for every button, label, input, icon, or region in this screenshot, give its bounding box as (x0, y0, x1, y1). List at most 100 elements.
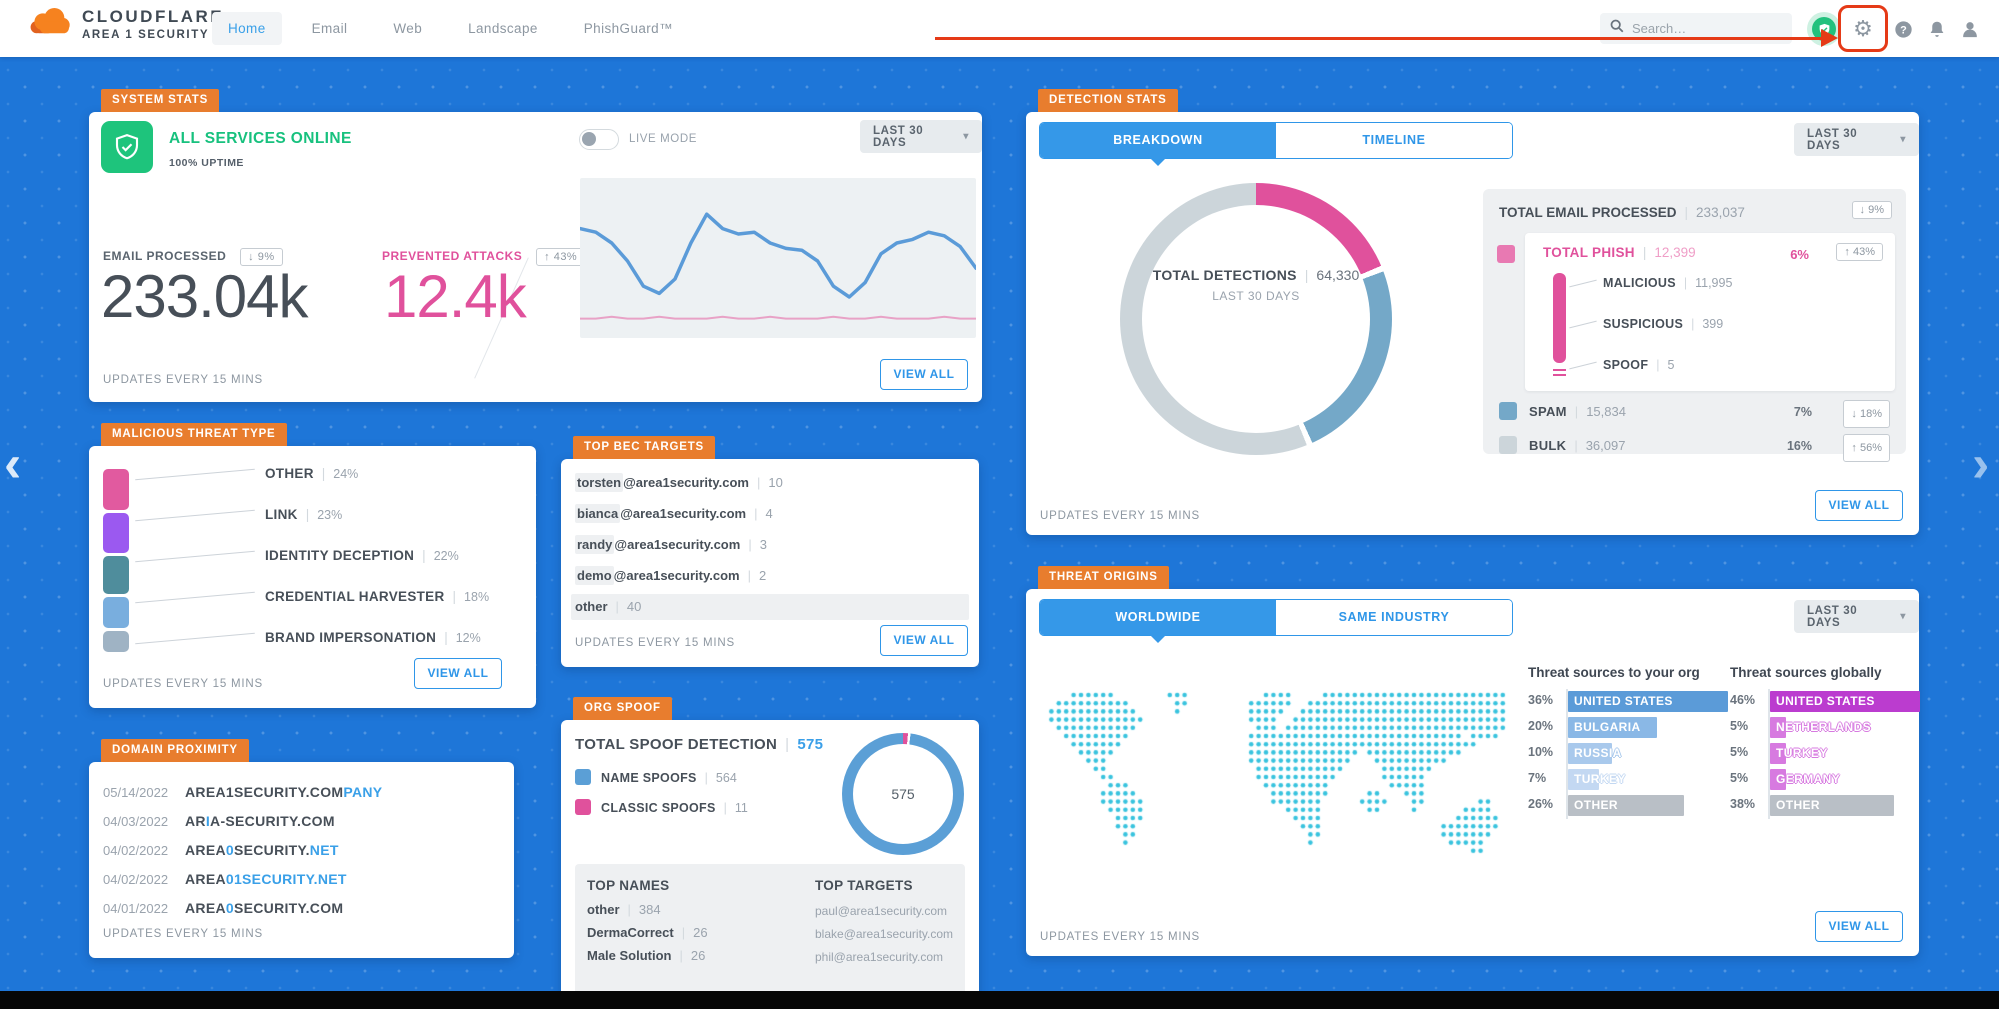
nav-item-landscape[interactable]: Landscape (468, 21, 538, 36)
phish-child-value: 399 (1702, 317, 1724, 331)
system-stats-view-all-button[interactable]: VIEW ALL (880, 359, 968, 390)
system-stats-range-dropdown[interactable]: LAST 30 DAYS ▾ (860, 120, 982, 153)
connector-line (135, 550, 255, 563)
settings-gear-icon[interactable]: ⚙ (1850, 16, 1876, 42)
threat-source-row: 46% UNITED STATES (1730, 689, 1930, 715)
source-country-label: OTHER (1776, 798, 1820, 812)
bec-target-email: demo @area1security.com (575, 566, 740, 585)
spoof-legend-item: NAME SPOOFS 564 (575, 769, 737, 787)
total-spoof-detection-title: TOTAL SPOOF DETECTION575 (575, 736, 823, 753)
tab-same-industry[interactable]: SAME INDUSTRY (1276, 600, 1512, 635)
source-percent: 5% (1730, 771, 1749, 785)
lookalike-domain: AREA0SECURITY.NET (185, 842, 339, 858)
updates-note: UPDATES EVERY 15 MINS (103, 678, 263, 690)
threat-origins-card: THREAT ORIGINS WORLDWIDE SAME INDUSTRY L… (1026, 566, 1920, 956)
detection-view-all-button[interactable]: VIEW ALL (1815, 490, 1903, 521)
phish-bar-tick (1553, 369, 1566, 371)
total-phish-subcard: TOTAL PHISH12,399 6% ↑ 43% MALICIOUS 11,9… (1525, 233, 1895, 391)
threat-source-row: 26% OTHER (1528, 793, 1728, 819)
nav-item-phishguard[interactable]: PhishGuard™ (583, 21, 673, 36)
top-name-row: Male Solution 26 (587, 948, 705, 963)
phish-child-label: SUSPICIOUS (1603, 317, 1684, 331)
domain-proximity-row: 04/03/2022 ARIA-SECURITY.COM (103, 810, 335, 832)
domain-proximity-row: 04/01/2022 AREA0SECURITY.COM (103, 897, 343, 919)
bec-target-row: torsten@area1security.com 10 (571, 470, 969, 496)
nav-item-home[interactable]: Home (212, 12, 282, 45)
carousel-next-chevron[interactable]: › (1972, 435, 1990, 493)
detection-category-row: SPAM 15,834 7% ↓ 18% (1499, 400, 1890, 428)
threat-source-row: 20% BULGARIA (1528, 715, 1728, 741)
prevented-attacks-label: PREVENTED ATTACKS ↑ 43% (382, 248, 586, 266)
malicious-threat-type-tag: MALICIOUS THREAT TYPE (101, 423, 287, 446)
source-percent: 10% (1528, 745, 1554, 759)
threat-type-label: LINK (265, 507, 298, 522)
tab-breakdown[interactable]: BREAKDOWN (1040, 123, 1276, 166)
lookalike-domain: AREA1SECURITY.COMPANY (185, 784, 383, 800)
bec-target-email: other (575, 599, 608, 614)
brand-logo[interactable]: CLOUDFLARE AREA 1 SECURITY (26, 6, 224, 41)
bec-target-count: 10 (768, 475, 783, 490)
domain-proximity-row: 04/02/2022 AREA0SECURITY.NET (103, 839, 339, 861)
category-color-square (1499, 436, 1517, 454)
nav-item-email[interactable]: Email (311, 21, 348, 36)
tab-timeline[interactable]: TIMELINE (1276, 123, 1512, 158)
source-bar: OTHER (1770, 795, 1894, 816)
source-country-label: UNITED STATES (1574, 694, 1673, 708)
bar-rail (1566, 689, 1568, 819)
nav-item-web[interactable]: Web (393, 21, 423, 36)
category-delta-badge: ↑ 56% (1843, 434, 1890, 462)
threat-origins-range-dropdown[interactable]: LAST 30 DAYS ▾ (1794, 600, 1919, 633)
phish-percent: 6% (1790, 247, 1809, 262)
spoof-donut-value: 575 (891, 786, 915, 802)
annotation-arrow-line (935, 37, 1823, 40)
threat-type-stacked-bar (103, 469, 129, 655)
malicious-threat-view-all-button[interactable]: VIEW ALL (414, 658, 502, 689)
threat-type-item: CREDENTIAL HARVESTER 18% (135, 586, 489, 608)
cloudflare-cloud-icon (26, 6, 72, 41)
toggle-knob (582, 132, 596, 146)
threat-source-row: 5% TURKEY (1730, 741, 1930, 767)
source-percent: 38% (1730, 797, 1756, 811)
live-mode-toggle[interactable] (579, 129, 619, 150)
bar-rail (1768, 689, 1770, 819)
top-target-row: paul@area1security.com (815, 904, 948, 918)
spoof-detail-panel: TOP NAMES TOP TARGETS other 384 DermaCorre… (575, 864, 965, 1000)
source-percent: 20% (1528, 719, 1554, 733)
notifications-bell-icon[interactable] (1924, 16, 1950, 42)
domain-proximity-row: 05/14/2022 AREA1SECURITY.COMPANY (103, 781, 382, 803)
detection-stats-tag: DETECTION STATS (1038, 89, 1178, 112)
search-input[interactable] (1632, 21, 1782, 36)
source-percent: 5% (1730, 745, 1749, 759)
threat-type-segment-credential-harvester (103, 597, 129, 628)
detection-tabs: BREAKDOWN TIMELINE (1039, 122, 1513, 166)
chevron-down-icon: ▾ (1900, 611, 1906, 622)
threat-origins-view-all-button[interactable]: VIEW ALL (1815, 911, 1903, 942)
total-detections-label: TOTAL DETECTIONS (1152, 267, 1297, 283)
account-user-icon[interactable] (1957, 16, 1983, 42)
tab-worldwide[interactable]: WORLDWIDE (1040, 600, 1276, 643)
lookalike-domain: AREA0SECURITY.COM (185, 900, 344, 916)
bec-view-all-button[interactable]: VIEW ALL (880, 625, 968, 656)
lookalike-domain: AREA01SECURITY.NET (185, 871, 347, 887)
threat-type-segment-brand-impersonation (103, 631, 129, 652)
source-country-label: NETHERLANDS (1776, 720, 1872, 734)
updates-note: UPDATES EVERY 15 MINS (103, 928, 263, 940)
domain-proximity-tag: DOMAIN PROXIMITY (101, 739, 249, 762)
detection-range-dropdown[interactable]: LAST 30 DAYS ▾ (1794, 123, 1919, 156)
annotation-arrow-head (1821, 29, 1838, 47)
spoof-name: DermaCorrect (587, 925, 674, 940)
phish-breakdown-bar (1553, 273, 1566, 363)
bec-target-email: bianca @area1security.com (575, 504, 747, 523)
threat-type-segment-identity-deception (103, 556, 129, 594)
help-icon[interactable]: ? (1890, 16, 1916, 42)
threat-type-label: IDENTITY DECEPTION (265, 548, 415, 563)
org-spoof-card: ORG SPOOF TOTAL SPOOF DETECTION575 NAME … (561, 697, 979, 1005)
threat-type-item: OTHER 24% (135, 463, 358, 485)
donut-range-label: LAST 30 DAYS (1212, 289, 1300, 303)
phish-bar-tick (1553, 374, 1566, 376)
carousel-prev-chevron[interactable]: ‹ (4, 435, 22, 493)
phish-child-label: MALICIOUS (1603, 276, 1676, 290)
threat-source-row: 10% RUSSIA (1528, 741, 1728, 767)
svg-text:?: ? (1900, 24, 1907, 36)
